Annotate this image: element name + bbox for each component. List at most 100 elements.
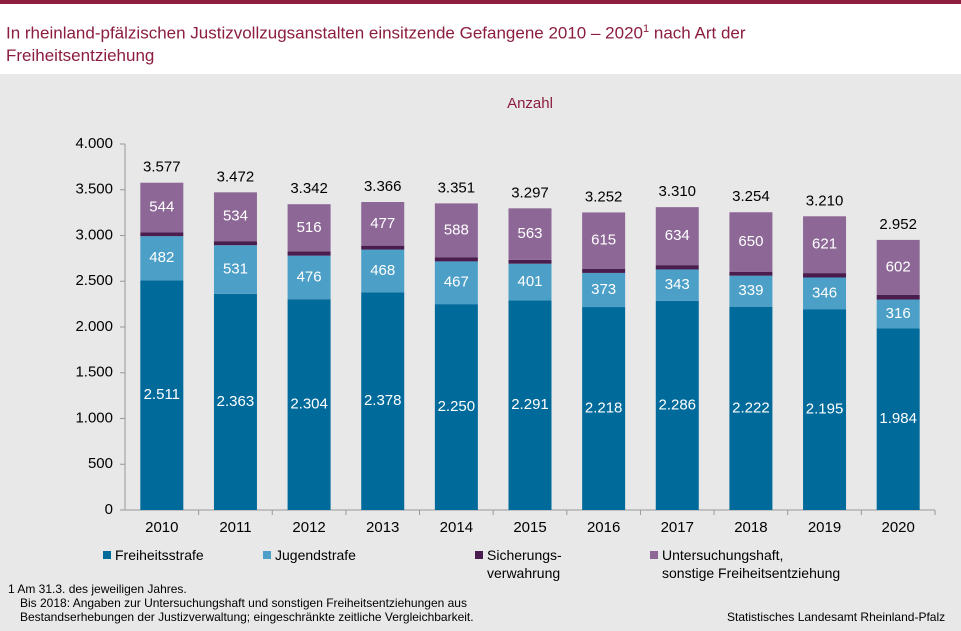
source: Statistisches Landesamt Rheinland-Pfalz xyxy=(727,610,945,624)
value-label: 516 xyxy=(297,219,322,236)
value-label: 621 xyxy=(812,236,837,253)
y-axis-title: Anzahl xyxy=(507,95,553,112)
bar-segment xyxy=(140,182,184,233)
value-label: 477 xyxy=(370,215,395,232)
legend-label: Jugendstrafe xyxy=(275,547,356,563)
legend-label: Untersuchungshaft, sonstige Freiheitsentz… xyxy=(662,547,840,581)
legend-swatch xyxy=(103,551,111,559)
bar-segment xyxy=(655,269,699,301)
value-label: 2.222 xyxy=(732,399,770,416)
bar-segment xyxy=(508,208,552,260)
value-label: 602 xyxy=(886,258,911,275)
total-label: 2.952 xyxy=(879,216,917,233)
total-label: 3.297 xyxy=(511,184,549,201)
bar-segment xyxy=(361,202,405,246)
value-label: 2.363 xyxy=(217,393,255,410)
total-label: 3.310 xyxy=(658,183,696,200)
bar-segment xyxy=(508,300,552,510)
y-tick-label: 0 xyxy=(105,501,113,518)
bar-segment xyxy=(803,273,847,278)
bar-segment xyxy=(434,261,478,305)
x-tick-label: 2016 xyxy=(587,519,620,536)
value-label: 2.250 xyxy=(438,398,476,415)
value-label: 467 xyxy=(444,274,469,291)
bar-segment xyxy=(582,307,626,510)
bar-segment xyxy=(287,299,331,510)
y-tick-label: 2.000 xyxy=(75,318,113,335)
x-tick-label: 2012 xyxy=(292,519,325,536)
value-label: 339 xyxy=(738,282,763,299)
bar-segment xyxy=(803,309,847,510)
bar-segment xyxy=(876,294,920,300)
bar-segment xyxy=(361,249,405,293)
total-label: 3.351 xyxy=(438,179,476,196)
y-tick-label: 500 xyxy=(88,455,113,472)
bar-segment xyxy=(803,277,847,310)
value-label: 2.286 xyxy=(658,396,696,413)
footnote: Bis 2018: Angaben zur Untersuchungshaft … xyxy=(20,596,467,610)
bar-segment xyxy=(655,265,699,270)
value-label: 482 xyxy=(149,249,174,266)
bar-segment xyxy=(876,328,920,510)
bar-segment xyxy=(361,292,405,510)
bar-segment xyxy=(140,232,184,237)
value-label: 2.378 xyxy=(364,392,402,409)
total-label: 3.472 xyxy=(217,168,255,185)
bar-segment xyxy=(582,272,626,308)
value-label: 2.291 xyxy=(511,396,549,413)
total-label: 3.210 xyxy=(806,192,844,209)
header: In rheinland-pfälzischen Justizvollzugsa… xyxy=(0,0,961,74)
footnote: Bestandserhebungen der Justizverwaltung;… xyxy=(20,610,474,624)
bar-segment xyxy=(140,280,184,510)
bar-segment xyxy=(361,245,405,250)
value-label: 650 xyxy=(738,233,763,250)
x-tick-label: 2015 xyxy=(513,519,546,536)
value-label: 476 xyxy=(297,268,322,285)
legend-label: Freiheitsstrafe xyxy=(115,547,204,563)
total-label: 3.342 xyxy=(290,180,328,197)
bar-segment xyxy=(287,251,331,256)
bar-segment xyxy=(287,255,331,300)
x-tick-label: 2018 xyxy=(734,519,767,536)
value-label: 468 xyxy=(370,262,395,279)
legend-swatch xyxy=(650,551,658,559)
y-tick-label: 2.500 xyxy=(75,272,113,289)
x-tick-label: 2017 xyxy=(661,519,694,536)
bar-segment xyxy=(729,306,773,510)
y-tick-label: 4.000 xyxy=(75,135,113,152)
value-label: 2.304 xyxy=(290,396,328,413)
value-label: 544 xyxy=(149,199,174,216)
legend-swatch xyxy=(475,551,483,559)
chart-title: In rheinland-pfälzischen Justizvollzugsa… xyxy=(6,18,836,67)
bar-segment xyxy=(876,239,920,295)
y-tick-label: 1.500 xyxy=(75,364,113,381)
footnote-mark: 1 xyxy=(643,23,650,35)
value-label: 563 xyxy=(517,225,542,242)
value-label: 2.511 xyxy=(144,386,180,403)
bar-segment xyxy=(582,212,626,269)
x-tick-label: 2013 xyxy=(366,519,399,536)
total-label: 3.366 xyxy=(364,178,402,195)
value-label: 343 xyxy=(665,276,690,293)
bar-segment xyxy=(287,204,331,252)
value-label: 615 xyxy=(591,232,616,249)
bar-segment xyxy=(729,275,773,307)
bar-segment xyxy=(729,271,773,276)
title-text: In rheinland-pfälzischen Justizvollzugsa… xyxy=(6,23,643,43)
total-label: 3.577 xyxy=(143,159,181,176)
value-label: 2.218 xyxy=(585,399,623,416)
y-tick-label: 3.500 xyxy=(75,181,113,198)
bar-segment xyxy=(213,241,257,246)
value-label: 634 xyxy=(665,227,690,244)
value-label: 588 xyxy=(444,221,469,238)
value-label: 2.195 xyxy=(806,401,844,418)
bar-segment xyxy=(434,203,478,258)
total-label: 3.254 xyxy=(732,188,770,205)
bar-segment xyxy=(803,216,847,274)
value-label: 1.984 xyxy=(879,410,917,427)
legend-swatch xyxy=(263,551,271,559)
bar-segment xyxy=(213,192,257,242)
bar-segment xyxy=(655,207,699,266)
